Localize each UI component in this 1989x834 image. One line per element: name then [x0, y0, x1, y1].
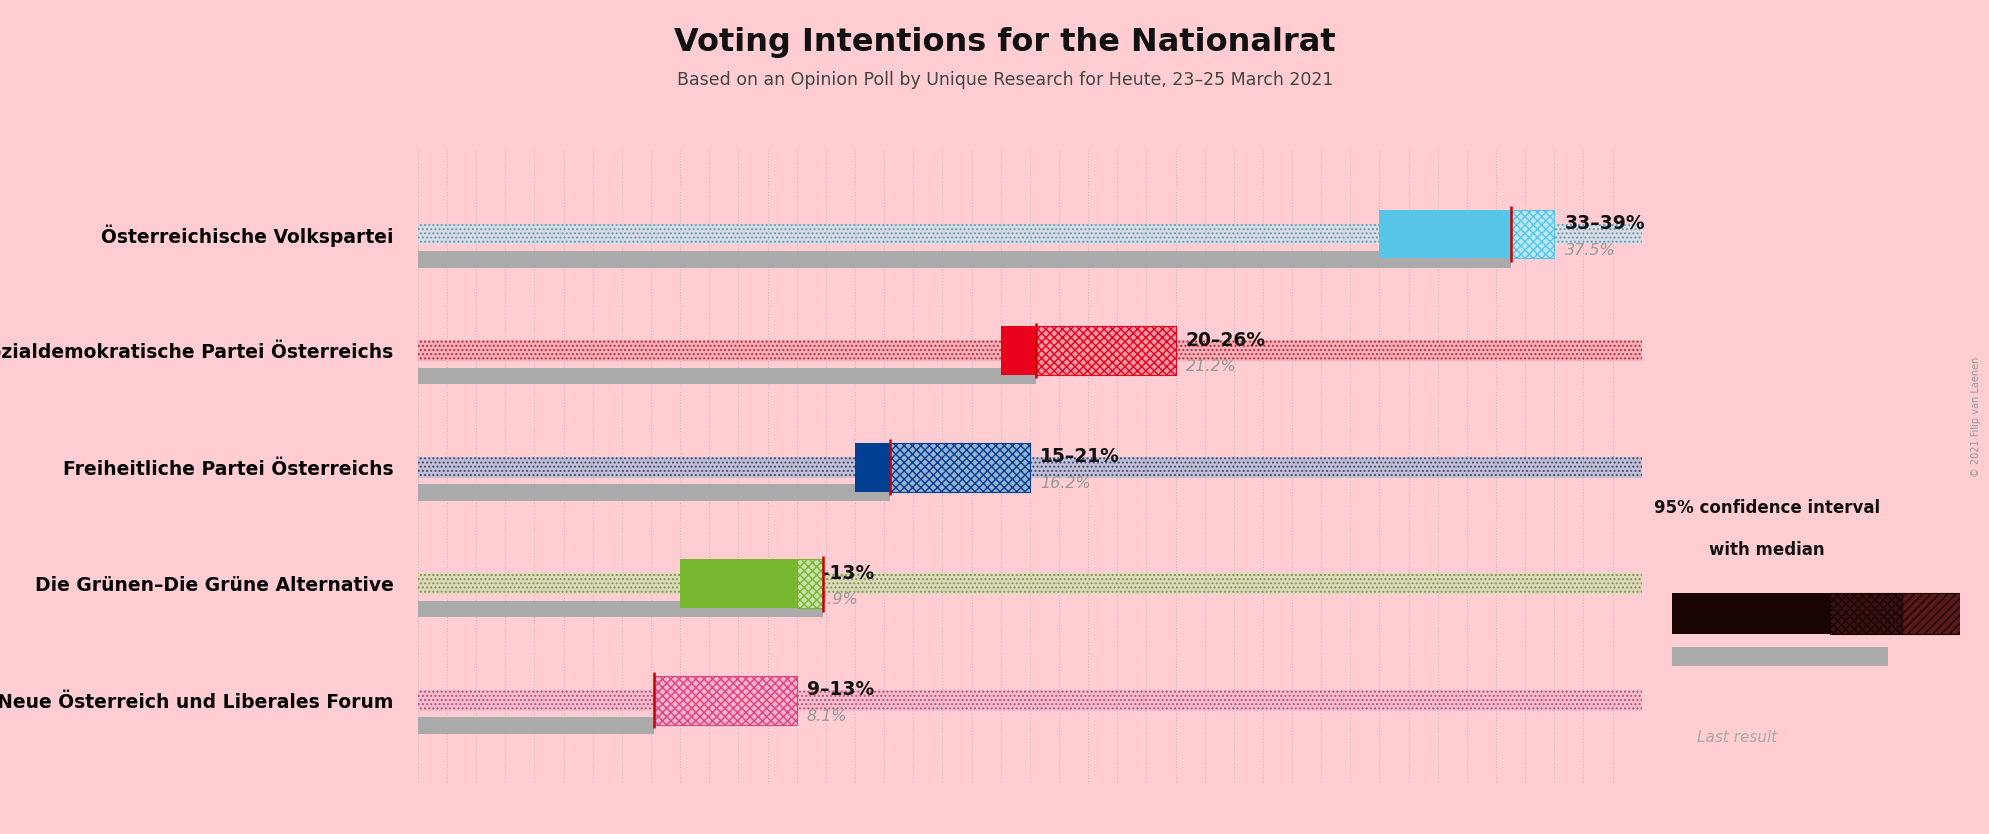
Bar	[418, 224, 1641, 244]
Text: 9–13%: 9–13%	[806, 680, 873, 699]
Bar	[654, 676, 680, 725]
Text: © 2021 Filip van Laenen: © 2021 Filip van Laenen	[1969, 357, 1981, 477]
Text: 20–26%: 20–26%	[1185, 330, 1265, 349]
Text: 33–39%: 33–39%	[1563, 214, 1645, 233]
Bar	[418, 340, 1641, 361]
Bar	[1901, 593, 1959, 634]
Bar	[1034, 326, 1175, 375]
Text: Voting Intentions for the Nationalrat: Voting Intentions for the Nationalrat	[674, 27, 1335, 58]
Bar	[889, 443, 1030, 491]
Bar	[418, 485, 889, 500]
Bar	[418, 573, 1641, 594]
Text: Based on an Opinion Poll by Unique Research for Heute, 23–25 March 2021: Based on an Opinion Poll by Unique Resea…	[676, 71, 1333, 89]
Bar	[418, 456, 1641, 478]
Bar	[418, 456, 1641, 478]
Bar	[1671, 593, 1830, 634]
Bar	[1378, 209, 1510, 259]
Text: 37.5%: 37.5%	[1563, 243, 1615, 258]
Text: 13.9%: 13.9%	[806, 592, 857, 607]
Text: Last result: Last result	[1697, 730, 1776, 745]
Bar	[654, 676, 796, 725]
Text: 16.2%: 16.2%	[1040, 476, 1090, 491]
Bar	[418, 340, 1641, 361]
Text: 95% confidence interval: 95% confidence interval	[1653, 499, 1880, 517]
Bar	[1671, 647, 1888, 666]
Bar	[1830, 593, 1901, 634]
Bar	[855, 443, 889, 491]
Bar	[418, 251, 1510, 268]
Bar	[418, 368, 1034, 384]
Text: 9–13%: 9–13%	[806, 564, 873, 583]
Bar	[418, 717, 654, 734]
Bar	[1510, 209, 1553, 259]
Text: 21.2%: 21.2%	[1185, 359, 1235, 374]
Bar	[796, 559, 823, 608]
Bar	[418, 600, 823, 617]
Bar	[418, 690, 1641, 711]
Bar	[418, 224, 1641, 244]
Text: with median: with median	[1709, 540, 1824, 559]
Text: 8.1%: 8.1%	[806, 709, 847, 724]
Bar	[418, 573, 1641, 594]
Text: 15–21%: 15–21%	[1040, 447, 1120, 466]
Bar	[418, 690, 1641, 711]
Bar	[680, 559, 823, 608]
Bar	[1000, 326, 1034, 375]
